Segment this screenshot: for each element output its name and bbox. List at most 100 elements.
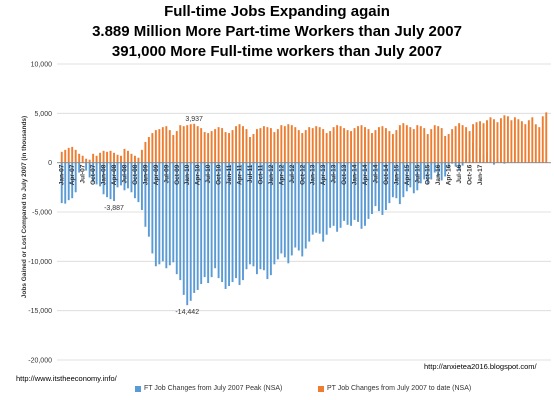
bar-pt: [402, 123, 405, 163]
bar-pt: [120, 155, 122, 163]
bar-pt: [416, 125, 419, 163]
y-tick-label: -5,000: [32, 210, 52, 217]
bar-ft: [175, 162, 178, 275]
x-tick-label: Jul-10: [205, 164, 212, 183]
legend-label-ft: FT Job Changes from July 2007 Peak (NSA): [144, 385, 283, 392]
bar-ft: [447, 162, 450, 169]
bar-ft: [78, 162, 81, 173]
bar-pt: [92, 153, 95, 163]
bar-pt: [276, 129, 279, 163]
bar-pt: [322, 129, 325, 163]
x-tick-label: Oct-07: [90, 164, 97, 185]
x-tick-label: Apr-16: [446, 164, 453, 185]
bar-pt: [472, 124, 475, 163]
bar-ft: [384, 162, 387, 211]
bar-pt: [447, 134, 450, 163]
legend-item-ft: FT Job Changes from July 2007 Peak (NSA): [135, 385, 282, 392]
gridlines: [57, 63, 551, 361]
bar-ft: [315, 162, 318, 233]
bar-pt: [301, 133, 304, 163]
bar-ft: [402, 162, 405, 198]
bar-pt: [158, 129, 161, 163]
bar-pt: [346, 130, 349, 163]
x-tick-label: Oct-10: [216, 164, 223, 185]
bar-pt: [255, 129, 258, 163]
bar-pt: [398, 125, 401, 163]
bar-ft: [137, 162, 140, 203]
bar-pt: [168, 130, 171, 163]
bar-pt: [444, 136, 447, 163]
bar-pt: [304, 130, 307, 163]
chart-title-line-2: 3.889 Million More Part-time Workers tha…: [92, 23, 462, 40]
bar-pt: [388, 131, 391, 163]
source-url-right: http://anxietea2016.blogspot.com/: [424, 362, 537, 371]
bar-pt: [545, 112, 548, 163]
bar-pt: [130, 153, 133, 163]
bar-pt: [412, 129, 415, 163]
x-tick-label: Jul-07: [80, 164, 87, 183]
x-tick-label: Apr-08: [111, 164, 118, 185]
legend-swatch-ft: [135, 385, 141, 392]
bar-ft: [217, 162, 220, 279]
bar-ft: [88, 162, 91, 178]
bar-pt: [102, 150, 105, 163]
y-tick-label: 0: [48, 160, 52, 167]
bar-pt: [294, 127, 297, 163]
bar-ft: [113, 162, 115, 202]
bar-ft: [357, 162, 359, 222]
bar-pt: [325, 133, 328, 163]
x-tick-label: Jan-11: [226, 164, 233, 185]
bar-pt: [214, 129, 217, 163]
bar-pt: [269, 128, 272, 163]
bar-ft: [371, 162, 373, 214]
bar-pt: [465, 127, 468, 163]
bar-ft: [158, 162, 161, 265]
bar-ft: [451, 162, 454, 164]
bar-pt: [85, 158, 88, 163]
bar-ft: [252, 162, 255, 267]
bar-pt: [343, 128, 346, 163]
bar-pt: [172, 135, 175, 163]
bar-ft: [245, 162, 248, 270]
bar-ft: [308, 162, 311, 242]
bar-ft: [172, 162, 175, 263]
x-tick-label: Jul-09: [163, 164, 170, 183]
bar-pt: [151, 133, 154, 163]
bar-pt: [210, 131, 213, 163]
bar-pt: [371, 133, 373, 163]
bar-ft: [60, 162, 63, 204]
bar-ft: [161, 162, 164, 262]
bar-ft: [398, 162, 401, 205]
bar-pt: [437, 126, 440, 163]
bar-ft: [71, 162, 74, 199]
bar-pt: [113, 152, 115, 163]
bar-pt: [461, 125, 464, 163]
bar-pt: [140, 149, 143, 163]
bar-ft: [130, 162, 133, 193]
bar-ft: [458, 162, 461, 171]
x-tick-label: Apr-11: [237, 164, 244, 185]
bar-ft: [360, 162, 363, 229]
bar-pt: [224, 132, 227, 163]
bar-ft: [381, 162, 384, 215]
bar-pt: [475, 122, 478, 163]
bar-pt: [405, 125, 408, 163]
bar-ft: [99, 162, 102, 187]
bar-ft: [276, 162, 279, 260]
bar-ft: [151, 162, 154, 254]
bar-ft: [266, 162, 269, 280]
bar-ft: [120, 162, 122, 186]
bar-pt: [440, 128, 443, 163]
bar-ft: [207, 162, 210, 284]
bar-pt: [133, 155, 136, 163]
bar-ft: [242, 162, 244, 281]
bar-ft: [287, 162, 290, 264]
bar-pt: [109, 150, 112, 163]
x-tick-label: Apr-15: [404, 164, 411, 185]
bar-ft: [109, 162, 112, 200]
bar-pt: [510, 120, 513, 163]
bar-ft: [262, 162, 265, 271]
x-tick-label: Jan-07: [59, 164, 66, 185]
bar-ft: [179, 162, 182, 281]
bar-pt: [454, 126, 457, 163]
